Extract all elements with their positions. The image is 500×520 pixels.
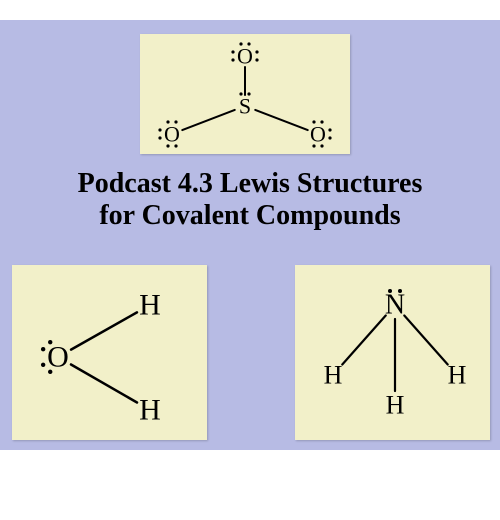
so3-lewis-structure: SOOO	[140, 34, 350, 154]
left-structure-panel: O H H	[12, 265, 207, 440]
svg-text:H: H	[139, 289, 161, 322]
svg-text:O: O	[164, 122, 180, 147]
svg-text:H: H	[386, 391, 405, 420]
title-line-1: Podcast 4.3 Lewis Structures	[78, 168, 423, 199]
title-line-2: for Covalent Compounds	[99, 200, 400, 231]
svg-text:S: S	[239, 94, 251, 119]
top-structure-panel: SOOO	[140, 34, 350, 154]
slide-title: Podcast 4.3 Lewis Structures for Covalen…	[0, 168, 500, 232]
right-structure-panel: N H H H	[295, 265, 490, 440]
nh3-lewis-structure: N H H H	[295, 265, 490, 440]
svg-text:H: H	[448, 361, 467, 390]
svg-text:H: H	[139, 394, 161, 427]
svg-text:O: O	[237, 44, 253, 69]
svg-text:H: H	[324, 361, 343, 390]
h2o-lewis-structure: O H H	[12, 265, 207, 440]
svg-text:N: N	[385, 290, 405, 321]
slide: SOOO Podcast 4.3 Lewis Structures for Co…	[0, 20, 500, 450]
svg-text:O: O	[310, 122, 326, 147]
svg-text:O: O	[47, 341, 69, 374]
